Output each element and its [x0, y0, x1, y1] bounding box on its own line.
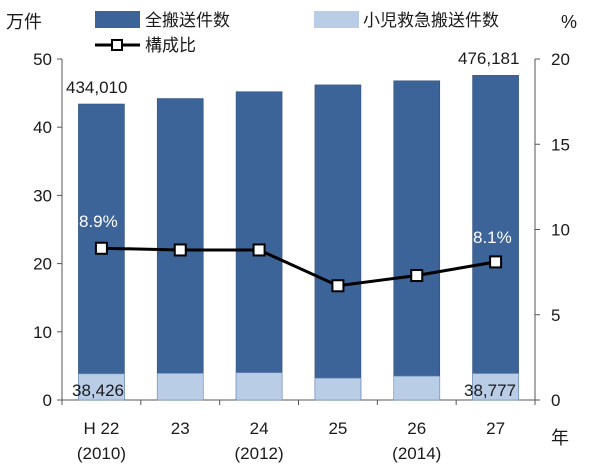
- legend-swatch-child: [314, 11, 359, 28]
- legend-label-ratio: 構成比: [145, 36, 196, 55]
- left-tick-label: 10: [33, 323, 52, 342]
- x-tick-label: H 22: [83, 419, 119, 438]
- left-tick-label: 0: [43, 391, 52, 410]
- legend-label-total: 全搬送件数: [145, 11, 230, 30]
- ratio-point: [489, 255, 503, 269]
- bar-child: [156, 373, 204, 401]
- axes: 0 10 20 30 40 50 0 5 10 15 20 H 22 (2010) 23 24 (2012) 2…: [33, 50, 570, 463]
- left-tick-label: 50: [33, 50, 52, 69]
- child-first-label: 38,426: [72, 381, 124, 400]
- ratio-point: [252, 243, 266, 257]
- bar-child: [393, 375, 441, 401]
- bar-child: [314, 377, 362, 401]
- total-last-label: 476,181: [458, 49, 519, 68]
- left-tick-label: 40: [33, 118, 52, 137]
- x-tick-sublabel: (2012): [235, 444, 284, 463]
- left-tick-label: 30: [33, 186, 52, 205]
- bar-child: [78, 373, 125, 401]
- legend: 全搬送件数 小児救急搬送件数 構成比: [95, 11, 499, 55]
- x-tick-label: 25: [328, 419, 347, 438]
- child-last-label: 38,777: [464, 381, 516, 400]
- x-tick-label: 23: [171, 419, 190, 438]
- pct-first-label: 8.9%: [79, 212, 118, 231]
- legend-swatch-total: [95, 11, 140, 28]
- right-tick-label: 10: [551, 221, 570, 240]
- legend-marker-ratio: [111, 39, 123, 51]
- legend-label-child: 小児救急搬送件数: [363, 11, 499, 30]
- total-first-label: 434,010: [66, 78, 127, 97]
- bar-total: [314, 84, 362, 401]
- x-tick-label: 26: [407, 419, 426, 438]
- right-tick-label: 5: [551, 306, 560, 325]
- bar-total: [472, 75, 519, 401]
- ratio-line-path: [101, 246, 496, 288]
- right-tick-label: 20: [551, 50, 570, 69]
- ratio-point: [94, 241, 108, 255]
- left-axis-unit: 万件: [6, 12, 42, 32]
- bars: [78, 75, 519, 401]
- ratio-point: [331, 279, 345, 293]
- left-tick-label: 20: [33, 255, 52, 274]
- data-labels: 434,010 476,181 38,426 38,777 8.9% 8.1%: [66, 49, 519, 400]
- right-axis-unit: %: [561, 12, 577, 32]
- x-tick-sublabel: (2014): [392, 444, 441, 463]
- ratio-point: [410, 269, 424, 283]
- x-axis-unit: 年: [551, 428, 569, 448]
- right-tick-label: 15: [551, 135, 570, 154]
- bar-child: [472, 373, 519, 401]
- x-tick-sublabel: (2010): [77, 444, 126, 463]
- ratio-line: [94, 241, 503, 293]
- x-tick-label: 24: [250, 419, 269, 438]
- bar-total: [393, 80, 441, 401]
- ratio-point: [173, 243, 187, 257]
- x-tick-label: 27: [486, 419, 505, 438]
- bar-child: [235, 372, 283, 401]
- right-tick-label: 0: [551, 391, 560, 410]
- pct-last-label: 8.1%: [473, 228, 512, 247]
